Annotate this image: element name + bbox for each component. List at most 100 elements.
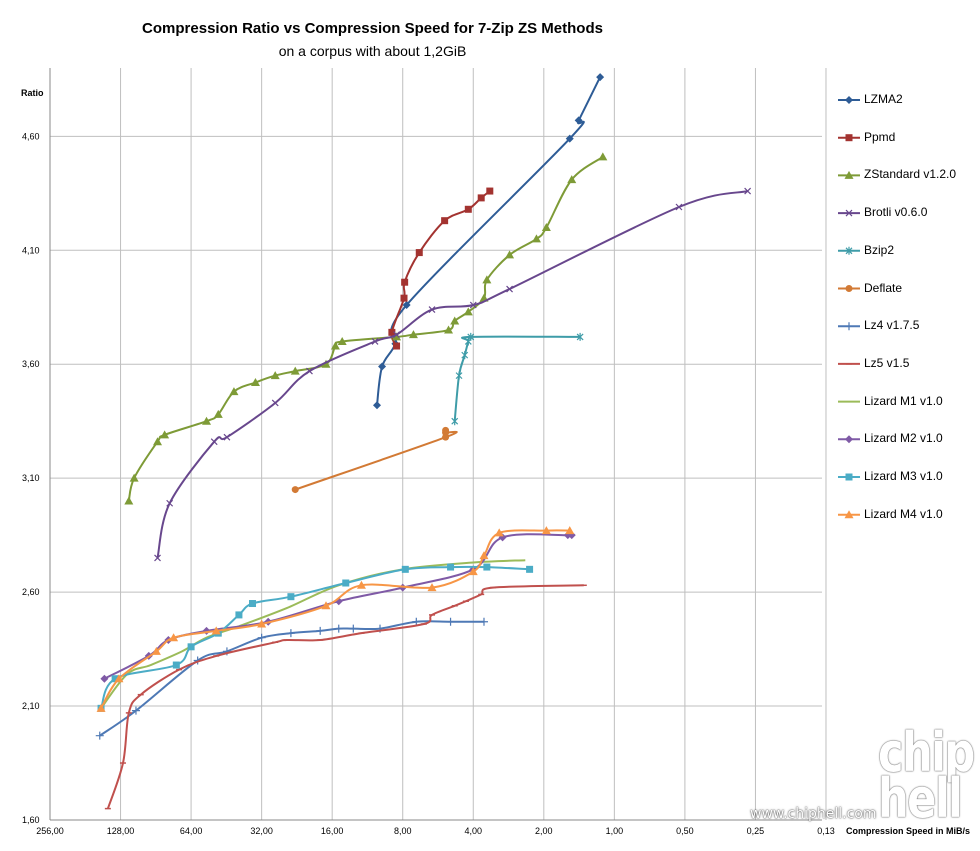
data-point [479,617,488,626]
series-lizard-m2-v1-0 [100,531,576,683]
legend-item [838,170,860,179]
series-lzma2 [373,73,605,410]
data-point [210,438,218,446]
data-point [531,234,541,243]
x-tick-label: 128,00 [107,826,135,836]
series-line [376,76,601,406]
x-tick-label: 4,00 [465,826,483,836]
data-point [330,341,340,350]
data-point [213,409,223,418]
x-tick-label: 32,00 [250,826,273,836]
watermark-url: www.chiphell.com [750,806,877,822]
series-line [99,620,484,737]
data-point [469,301,477,309]
data-point [114,674,124,683]
data-point [541,223,551,232]
x-tick-label: 256,00 [36,826,64,836]
data-point [169,633,179,642]
data-point [567,175,577,184]
data-point [378,362,387,371]
data-point [505,250,515,259]
data-point [334,624,343,633]
data-point [371,338,379,345]
legend-label: Bzip2 [864,242,895,257]
data-point [160,430,170,439]
series-zstandard-v1-2-0 [124,152,608,505]
legend-swatch-marker [845,285,853,292]
legend-item [838,435,860,444]
data-point [402,300,411,309]
legend-item [838,510,860,519]
legend-label: Ppmd [864,129,896,144]
legend-item [838,134,860,142]
data-point [401,278,409,286]
legend-swatch-marker [845,209,853,217]
data-point [373,401,382,410]
series-line [106,584,584,809]
data-point [598,152,608,161]
legend-swatch-marker [844,170,854,179]
legend-label: Lizard M3 v1.0 [864,469,943,483]
data-point [415,249,423,257]
data-point [451,417,459,426]
data-point [744,187,752,195]
data-point [574,116,583,125]
data-point [408,330,418,339]
data-point [526,565,534,573]
y-tick-label: 4,60 [22,131,40,141]
data-point [202,416,212,425]
series-layer [95,73,752,810]
series-line [156,190,748,559]
data-point [482,275,492,284]
data-point [461,351,469,360]
data-point [151,646,161,655]
data-point [96,703,106,712]
data-point [446,617,455,626]
data-point [392,332,402,341]
x-tick-label: 0,13 [817,826,835,836]
legend-label: Brotli v0.6.0 [864,205,928,220]
data-point [316,626,325,635]
data-point [257,633,266,642]
series-lizard-m3-v1-0 [97,563,534,712]
series-bzip2 [451,332,584,426]
legend-label: Lizard M2 v1.0 [864,431,943,446]
data-point [321,359,331,368]
data-point [306,367,313,375]
data-point [287,593,295,601]
data-point [477,194,485,202]
data-point [270,371,280,380]
x-tick-label: 2,00 [535,826,553,836]
data-point [675,203,683,211]
data-point [124,496,134,505]
data-point [321,601,331,610]
data-point [187,643,195,651]
data-point [393,331,400,339]
y-axis-label: Ratio [21,88,44,98]
data-point [468,567,478,576]
chart-title: Compression Ratio vs Compression Speed f… [142,20,603,37]
legend-label: LZMA2 [864,92,903,106]
data-point [447,563,455,571]
data-point [349,624,358,633]
x-tick-label: 8,00 [394,826,412,836]
legend-swatch-marker [845,322,853,331]
data-point [494,528,504,537]
data-point [337,336,347,345]
data-point [100,674,109,683]
series-lz5-v1-5 [104,584,587,810]
data-point [486,187,494,195]
x-tick-label: 0,50 [676,826,694,836]
legend-label: Lz5 v1.5 [864,355,910,370]
chiphell-logo: chip hell [878,721,975,830]
legend-swatch-marker [845,435,853,444]
data-point [211,626,221,635]
data-point [95,731,104,740]
legend-label: ZStandard v1.2.0 [864,167,957,182]
data-point [291,486,299,494]
data-point [450,316,460,325]
data-point [441,217,449,225]
data-point [154,554,161,562]
x-tick-label: 64,00 [180,826,203,836]
